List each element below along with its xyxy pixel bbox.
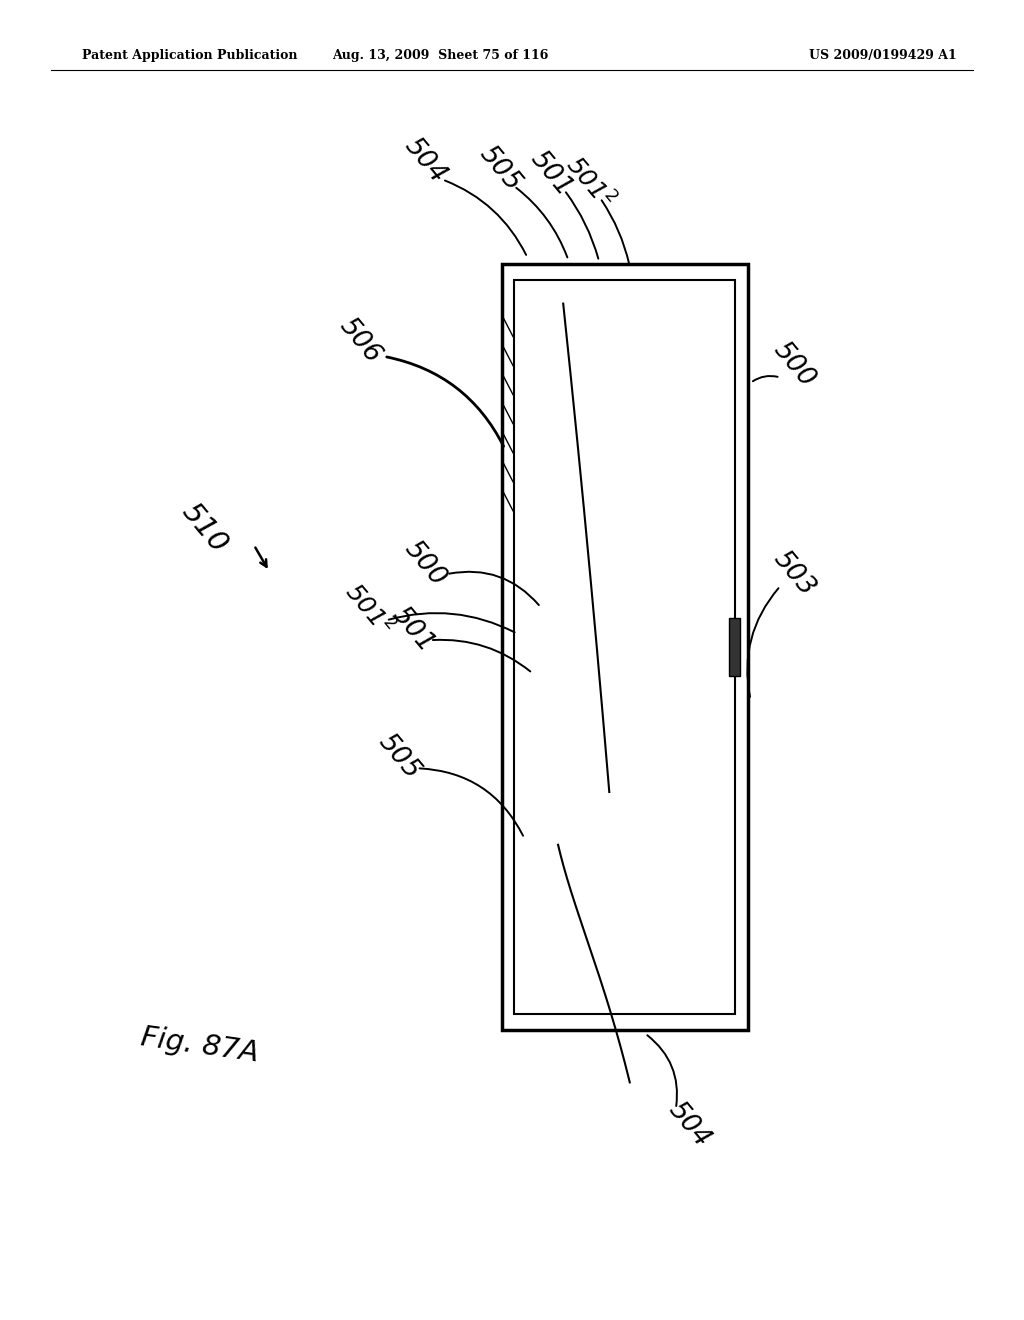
Text: 501: 501 [387,602,438,657]
Text: 504: 504 [399,133,451,189]
Text: Fig. 87A: Fig. 87A [139,1023,260,1068]
Text: 506: 506 [335,313,386,368]
Text: Patent Application Publication: Patent Application Publication [82,49,297,62]
Text: 501$^2$: 501$^2$ [560,150,620,214]
Text: 510: 510 [176,498,233,558]
Text: Aug. 13, 2009  Sheet 75 of 116: Aug. 13, 2009 Sheet 75 of 116 [332,49,549,62]
Text: US 2009/0199429 A1: US 2009/0199429 A1 [809,49,956,62]
Text: 505: 505 [474,141,525,197]
Text: 503: 503 [768,546,819,602]
Bar [514,280,735,1014]
Bar [502,264,748,1030]
Text: 500: 500 [399,536,451,591]
Text: 501: 501 [525,147,577,202]
Bar [729,618,740,676]
Text: 501$^2$: 501$^2$ [339,578,398,642]
Text: 505: 505 [374,729,425,784]
Text: 504: 504 [664,1097,715,1152]
Text: 500: 500 [768,337,819,392]
